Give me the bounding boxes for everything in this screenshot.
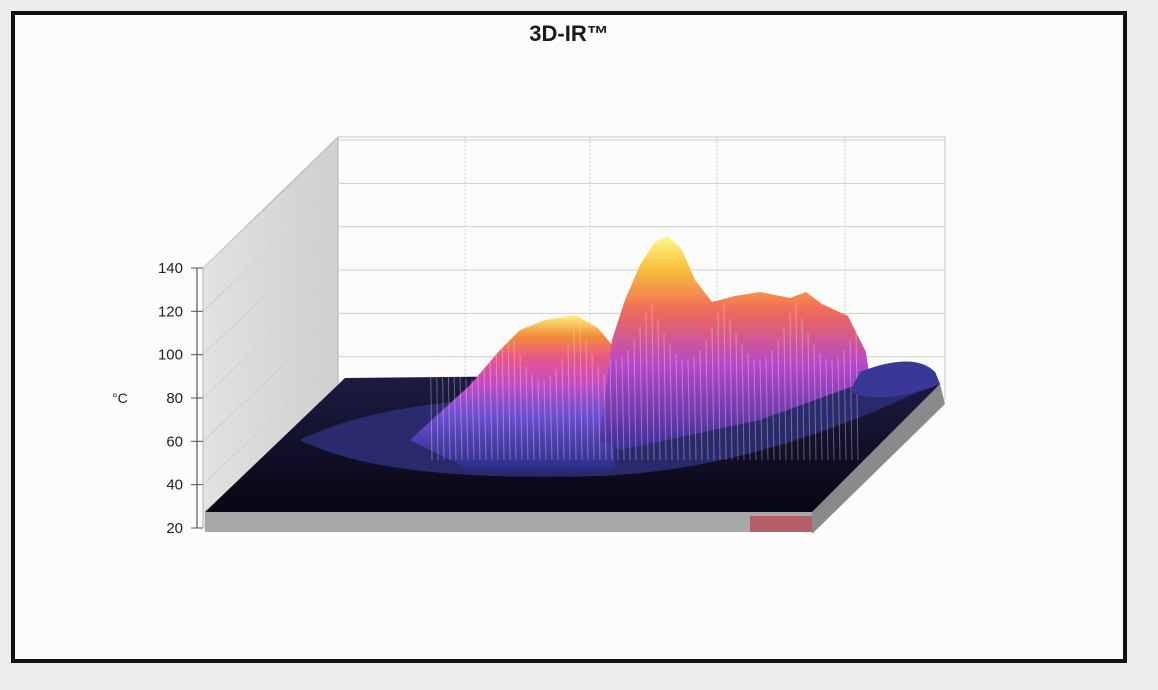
surface-striation <box>597 365 601 461</box>
surface-striation <box>669 345 673 461</box>
y-tick-label: 20 <box>166 520 183 537</box>
surface-striation <box>705 339 709 461</box>
surface-striation <box>849 340 853 461</box>
surface-striation <box>609 359 613 461</box>
surface-striation <box>567 345 571 461</box>
grid-line <box>202 182 339 312</box>
surface-striation <box>831 359 835 461</box>
surface-striation <box>753 358 757 461</box>
surface-striation <box>537 379 541 461</box>
surface-striation <box>627 349 631 461</box>
surface-main-peak <box>600 236 870 450</box>
surface-striation <box>483 368 487 461</box>
surface-striation <box>441 341 445 461</box>
grid-line <box>202 312 339 442</box>
surface-striation <box>801 318 805 461</box>
surface-striation <box>531 374 535 461</box>
surface-right-ridge <box>850 361 940 398</box>
surface-striation <box>465 379 469 461</box>
grid-line <box>202 139 339 269</box>
surface-striation <box>621 356 625 461</box>
surface-striation <box>549 376 553 461</box>
surface-striation <box>747 353 751 461</box>
grid-line <box>202 356 339 486</box>
surface-striation <box>645 311 649 461</box>
surface-striation <box>507 325 511 461</box>
grid-line <box>202 226 339 356</box>
surface-striation <box>573 330 577 461</box>
surface-striation <box>819 353 823 461</box>
surface-striation <box>633 339 637 461</box>
surface-striation <box>789 312 793 461</box>
surface-striation <box>429 329 433 461</box>
surface-striation <box>681 358 685 461</box>
surface-striation <box>525 366 529 461</box>
surface-striation <box>711 326 715 461</box>
surface-striation <box>837 357 841 461</box>
surface-striation <box>699 349 703 461</box>
surface-striation <box>717 311 721 461</box>
y-tick-label: 100 <box>158 347 183 364</box>
grid-line <box>202 269 339 399</box>
surface-striation <box>729 319 733 461</box>
surface-striation <box>657 319 661 461</box>
surface-striation <box>765 356 769 461</box>
y-axis-unit: °C <box>112 390 128 406</box>
temperature-surface <box>205 236 945 534</box>
surface-striation <box>501 329 505 461</box>
y-tick-label: 80 <box>166 390 183 407</box>
surface-striation <box>843 350 847 461</box>
surface-striation <box>783 327 787 461</box>
surface-striation <box>759 359 763 461</box>
surface-left-hump <box>410 315 615 470</box>
y-tick-label: 120 <box>158 303 183 320</box>
surface-striation <box>813 344 817 461</box>
y-tick-label: 40 <box>166 477 183 494</box>
surface-striation <box>489 358 493 461</box>
surface-striation <box>771 350 775 461</box>
surface-striation <box>795 303 799 461</box>
surface-striation <box>513 340 517 461</box>
surface-striation <box>495 344 499 461</box>
surface-striation <box>555 369 559 461</box>
chart-floor-front <box>205 512 812 532</box>
surface-striation <box>453 366 457 461</box>
surface-striation <box>435 326 439 461</box>
surface-striation <box>687 359 691 461</box>
surface-striation <box>675 353 679 461</box>
surface-striation <box>663 333 667 461</box>
y-tick-label: 140 <box>158 260 183 277</box>
chart-title: 3D-IR™ <box>529 21 609 46</box>
surface-striation <box>471 379 475 461</box>
surface-striation <box>693 356 697 461</box>
surface-striation <box>807 332 811 461</box>
surface-striation <box>741 344 745 461</box>
surface-striation <box>561 358 565 461</box>
surface-striation <box>579 325 583 461</box>
surface-striation <box>477 376 481 461</box>
surface-striation <box>723 303 727 461</box>
surface-striation <box>651 304 655 461</box>
surface-striation <box>615 359 619 461</box>
surface-striation <box>459 374 463 461</box>
y-tick-label: 60 <box>166 433 183 450</box>
chart-floor-side <box>812 384 945 534</box>
chart-floor-edge-accent <box>750 516 812 532</box>
surface-striation <box>825 358 829 461</box>
surface-striation <box>519 354 523 461</box>
surface-striation <box>585 340 589 461</box>
surface-striation <box>591 354 595 461</box>
surface-striation <box>603 374 607 461</box>
surface-striation <box>447 355 451 461</box>
surface-striation <box>777 340 781 461</box>
surface-striation <box>735 333 739 461</box>
surface-striation <box>543 379 547 461</box>
y-axis-ticks: 140 120 100 80 60 40 20 <box>158 260 203 537</box>
surface-striation <box>639 325 643 461</box>
